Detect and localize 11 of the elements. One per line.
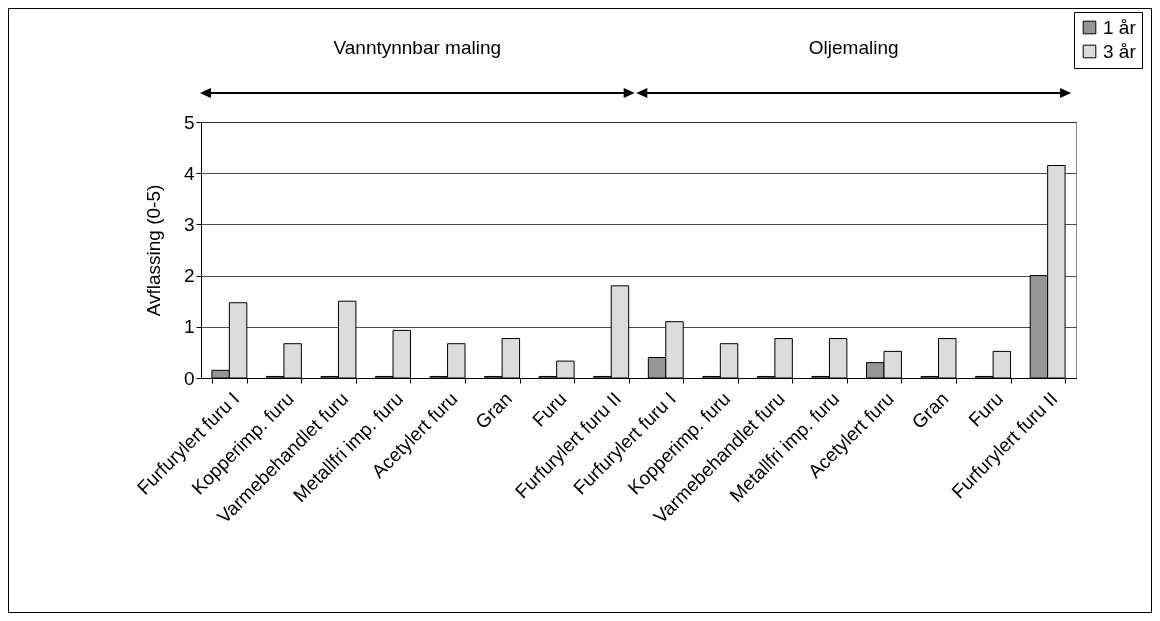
y-tick-label: 3 [183, 213, 195, 235]
y-tick-label: 4 [183, 162, 195, 184]
y-tick-label: 1 [183, 316, 195, 338]
y-tick-label: 2 [183, 265, 195, 287]
text: Oljemaling [808, 37, 899, 59]
y-tick-label: 0 [183, 367, 195, 389]
legend-label: 1 år [1103, 16, 1137, 38]
y-tick-label: 5 [183, 111, 195, 133]
text: Vanntynnbar maling [333, 37, 502, 59]
y-axis-title: Avflassing (0-5) [142, 184, 164, 317]
legend-label: 3 år [1103, 40, 1137, 62]
